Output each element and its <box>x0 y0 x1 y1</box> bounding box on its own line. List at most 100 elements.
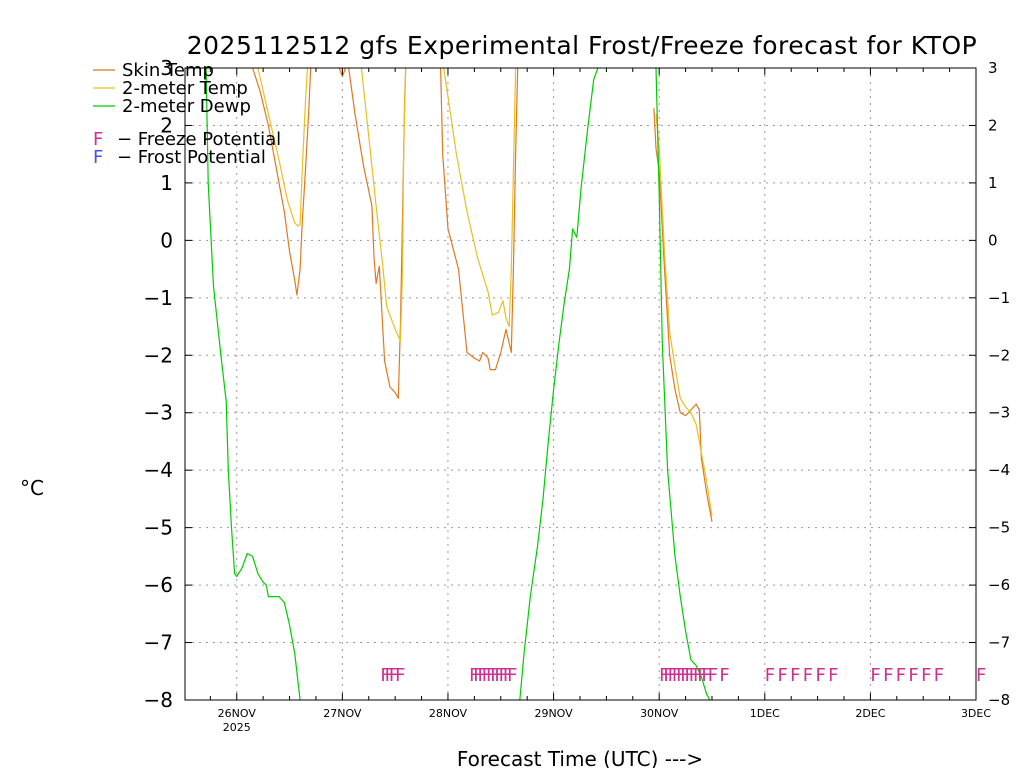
freeze-marker: F <box>473 665 483 686</box>
freeze-marker: F <box>803 665 813 686</box>
y-tick-label: −2 <box>144 343 173 367</box>
y-tick-label: −6 <box>144 573 173 597</box>
freeze-marker: F <box>685 665 695 686</box>
freeze-marker: F <box>828 665 838 686</box>
series-line-2-meter-dewp <box>655 68 711 700</box>
y-tick-label-right: 1 <box>988 174 998 192</box>
freeze-marker: F <box>663 665 673 686</box>
freeze-marker: F <box>486 665 496 686</box>
freeze-marker: F <box>490 665 500 686</box>
legend-symbol: F <box>93 129 103 150</box>
freeze-marker: F <box>380 665 390 686</box>
x-tick-sublabel: 2025 <box>223 721 251 734</box>
freeze-marker: F <box>507 665 517 686</box>
series-line-2-meter-temp <box>655 113 713 517</box>
freeze-marker: F <box>719 665 729 686</box>
series-line-skin-temp <box>252 68 312 296</box>
freeze-marker: F <box>469 665 479 686</box>
plot-frame <box>184 67 977 701</box>
freeze-marker: F <box>777 665 787 686</box>
freeze-marker: F <box>815 665 825 686</box>
y-tick-label-right: −1 <box>988 289 1010 307</box>
x-tick-label: 28NOV <box>429 707 468 720</box>
freeze-marker: F <box>385 665 395 686</box>
freeze-marker: F <box>976 665 986 686</box>
y-tick-label: 3 <box>160 56 173 80</box>
y-tick-label-right: −3 <box>988 404 1010 422</box>
freeze-marker: F <box>701 665 711 686</box>
y-tick-label-right: 3 <box>988 59 998 77</box>
y-tick-label: 1 <box>160 171 173 195</box>
freeze-marker: F <box>708 665 718 686</box>
series-line-skin-temp <box>348 68 407 399</box>
x-tick-label: 26NOV <box>218 707 257 720</box>
x-tick-label: 29NOV <box>534 707 573 720</box>
y-tick-label-right: −7 <box>988 634 1010 652</box>
y-tick-label-right: 0 <box>988 231 998 249</box>
x-axis-label: Forecast Time (UTC) ---> <box>457 747 703 768</box>
freeze-marker: F <box>870 665 880 686</box>
freeze-marker: F <box>659 665 669 686</box>
x-tick-label: 27NOV <box>323 707 362 720</box>
series-lines <box>205 68 713 700</box>
x-tick-label: 1DEC <box>750 707 780 720</box>
freeze-marker: F <box>676 665 686 686</box>
freeze-marker: F <box>896 665 906 686</box>
grid <box>185 68 976 700</box>
freeze-marker: F <box>668 665 678 686</box>
series-line-2-meter-dewp <box>205 68 301 700</box>
series-line-skin-temp <box>338 68 347 78</box>
series-line-2-meter-temp <box>443 68 517 328</box>
y-tick-label: −4 <box>144 458 173 482</box>
freeze-marker: F <box>934 665 944 686</box>
freeze-marker: F <box>395 665 405 686</box>
freeze-marker: F <box>680 665 690 686</box>
axes: 3 3 2 2 1 1 0 0 −1 −1 −2 −2 −3 −3 −4 −4 −5 −5 −6 −6 −7 −7 −8 −8… <box>144 56 1011 734</box>
freeze-marker: F <box>672 665 682 686</box>
y-tick-label: −8 <box>144 688 173 712</box>
legend-symbol: F <box>93 147 103 168</box>
y-tick-label-right: 2 <box>988 116 998 134</box>
y-axis-label: °C <box>20 476 44 500</box>
series-line-skin-temp <box>440 68 519 371</box>
legend-label: − Frost Potential <box>117 147 266 168</box>
y-tick-label: 0 <box>160 228 173 252</box>
legend-label: − Freeze Potential <box>117 129 281 150</box>
freeze-marker: F <box>765 665 775 686</box>
y-tick-label-right: −2 <box>988 346 1010 364</box>
series-line-2-meter-temp <box>360 68 407 342</box>
x-tick-label: 30NOV <box>640 707 679 720</box>
freeze-marker: F <box>883 665 893 686</box>
y-tick-label: −7 <box>144 631 173 655</box>
freeze-marker: F <box>697 665 707 686</box>
freeze-marker: F <box>921 665 931 686</box>
y-tick-label: −3 <box>144 401 173 425</box>
y-tick-label-right: −8 <box>988 691 1010 709</box>
y-tick-label: −1 <box>144 286 173 310</box>
freeze-marker: F <box>482 665 492 686</box>
freeze-marker: F <box>478 665 488 686</box>
x-tick-label: 3DEC <box>961 707 991 720</box>
y-tick-label-right: −4 <box>988 461 1010 479</box>
y-tick-label: −5 <box>144 516 173 540</box>
freeze-marker: F <box>503 665 513 686</box>
freeze-marker: F <box>693 665 703 686</box>
freeze-marker: F <box>689 665 699 686</box>
series-line-2-meter-temp <box>257 68 309 227</box>
legend-label: Skin Temp <box>122 60 214 81</box>
legend-label: 2-meter Temp <box>122 78 248 99</box>
x-tick-label: 2DEC <box>855 707 885 720</box>
freeze-marker: F <box>790 665 800 686</box>
y-tick-label-right: −6 <box>988 576 1010 594</box>
series-line-2-meter-dewp <box>519 68 599 700</box>
freeze-marker: F <box>389 665 399 686</box>
chart-title: 2025112512 gfs Experimental Frost/Freeze… <box>187 31 978 60</box>
y-tick-label-right: −5 <box>988 519 1010 537</box>
y-tick-label: 2 <box>160 113 173 137</box>
legend-label: 2-meter Dewp <box>122 96 251 117</box>
freeze-marker: F <box>494 665 504 686</box>
